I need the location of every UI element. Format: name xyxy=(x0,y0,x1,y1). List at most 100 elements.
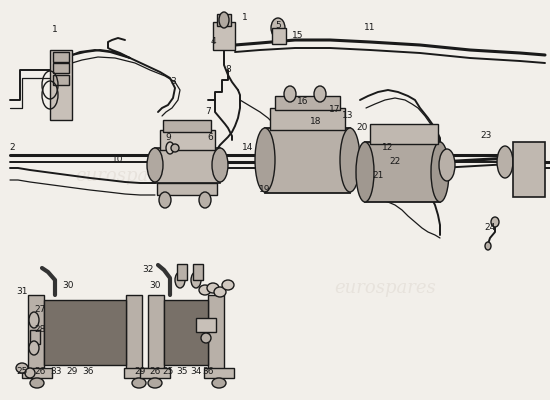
Ellipse shape xyxy=(485,242,491,250)
Bar xyxy=(193,264,203,280)
Text: 4: 4 xyxy=(210,38,216,46)
Ellipse shape xyxy=(314,86,326,102)
Text: 32: 32 xyxy=(142,266,153,274)
Text: 24: 24 xyxy=(485,224,496,232)
Text: 3: 3 xyxy=(170,78,176,86)
Ellipse shape xyxy=(340,128,360,192)
Ellipse shape xyxy=(201,333,211,343)
Bar xyxy=(275,96,340,110)
Text: 18: 18 xyxy=(310,118,322,126)
Ellipse shape xyxy=(132,378,146,388)
Ellipse shape xyxy=(497,146,513,178)
Ellipse shape xyxy=(431,142,449,202)
Bar xyxy=(126,295,142,370)
Bar xyxy=(177,264,187,280)
Ellipse shape xyxy=(159,192,171,208)
Text: 1: 1 xyxy=(52,26,58,34)
Text: 35: 35 xyxy=(176,368,188,376)
Bar xyxy=(124,368,154,378)
Text: 26: 26 xyxy=(149,368,161,376)
Ellipse shape xyxy=(29,341,39,355)
Text: 8: 8 xyxy=(225,66,231,74)
Text: 21: 21 xyxy=(372,170,384,180)
Ellipse shape xyxy=(356,142,374,202)
Bar xyxy=(140,368,170,378)
Text: 22: 22 xyxy=(389,158,400,166)
Text: 25: 25 xyxy=(162,368,174,376)
Bar xyxy=(50,50,72,120)
Ellipse shape xyxy=(25,368,35,378)
Bar xyxy=(217,14,231,26)
Text: 12: 12 xyxy=(382,144,394,152)
Ellipse shape xyxy=(148,378,162,388)
Text: 17: 17 xyxy=(329,106,341,114)
Text: 29: 29 xyxy=(134,368,146,376)
Bar xyxy=(148,295,164,370)
Ellipse shape xyxy=(222,280,234,290)
Ellipse shape xyxy=(191,272,201,288)
Ellipse shape xyxy=(212,378,226,388)
Bar xyxy=(22,368,52,378)
Text: 19: 19 xyxy=(259,186,271,194)
Text: 31: 31 xyxy=(16,288,28,296)
Bar xyxy=(53,75,69,85)
Text: 1: 1 xyxy=(242,14,248,22)
Text: 23: 23 xyxy=(480,130,492,140)
Bar xyxy=(272,28,286,44)
Text: 10: 10 xyxy=(112,156,124,164)
Text: 27: 27 xyxy=(34,306,46,314)
Text: 7: 7 xyxy=(205,108,211,116)
Ellipse shape xyxy=(219,12,229,28)
Text: 29: 29 xyxy=(67,368,78,376)
Text: 15: 15 xyxy=(292,30,304,40)
Bar xyxy=(155,148,220,183)
Bar xyxy=(204,368,234,378)
Ellipse shape xyxy=(271,18,285,38)
Bar xyxy=(365,142,440,202)
Text: 34: 34 xyxy=(190,368,202,376)
Text: 14: 14 xyxy=(243,144,254,152)
Bar xyxy=(157,183,217,195)
Bar xyxy=(44,300,126,365)
Text: 36: 36 xyxy=(202,368,214,376)
Bar xyxy=(513,142,545,197)
Text: 33: 33 xyxy=(50,368,62,376)
Ellipse shape xyxy=(212,148,228,182)
Bar xyxy=(53,63,69,73)
Ellipse shape xyxy=(255,128,275,192)
Text: 30: 30 xyxy=(149,280,161,290)
Text: 6: 6 xyxy=(207,134,213,142)
Ellipse shape xyxy=(147,148,163,182)
Ellipse shape xyxy=(30,378,44,388)
Text: eurospares: eurospares xyxy=(334,279,436,297)
Ellipse shape xyxy=(207,283,219,293)
Text: 28: 28 xyxy=(34,326,46,334)
Text: eurospares: eurospares xyxy=(76,167,177,185)
Bar xyxy=(270,108,345,130)
Text: 26: 26 xyxy=(34,368,46,376)
Ellipse shape xyxy=(166,142,174,154)
Ellipse shape xyxy=(16,363,28,373)
Ellipse shape xyxy=(171,144,179,152)
Ellipse shape xyxy=(199,285,211,295)
Bar xyxy=(196,318,216,332)
Text: 16: 16 xyxy=(297,98,309,106)
Bar xyxy=(208,295,224,370)
Bar xyxy=(30,330,40,344)
Text: 5: 5 xyxy=(275,20,281,30)
Bar xyxy=(28,295,44,370)
Text: 2: 2 xyxy=(9,144,15,152)
Bar xyxy=(164,300,208,365)
Text: 20: 20 xyxy=(356,124,368,132)
Ellipse shape xyxy=(199,192,211,208)
Bar xyxy=(213,22,235,50)
Text: 30: 30 xyxy=(62,280,74,290)
Bar xyxy=(160,130,215,150)
Bar xyxy=(53,52,69,62)
Ellipse shape xyxy=(214,287,226,297)
Bar xyxy=(163,120,211,132)
Ellipse shape xyxy=(29,312,39,328)
Text: 11: 11 xyxy=(364,24,376,32)
Text: 9: 9 xyxy=(165,134,171,142)
Ellipse shape xyxy=(491,217,499,227)
